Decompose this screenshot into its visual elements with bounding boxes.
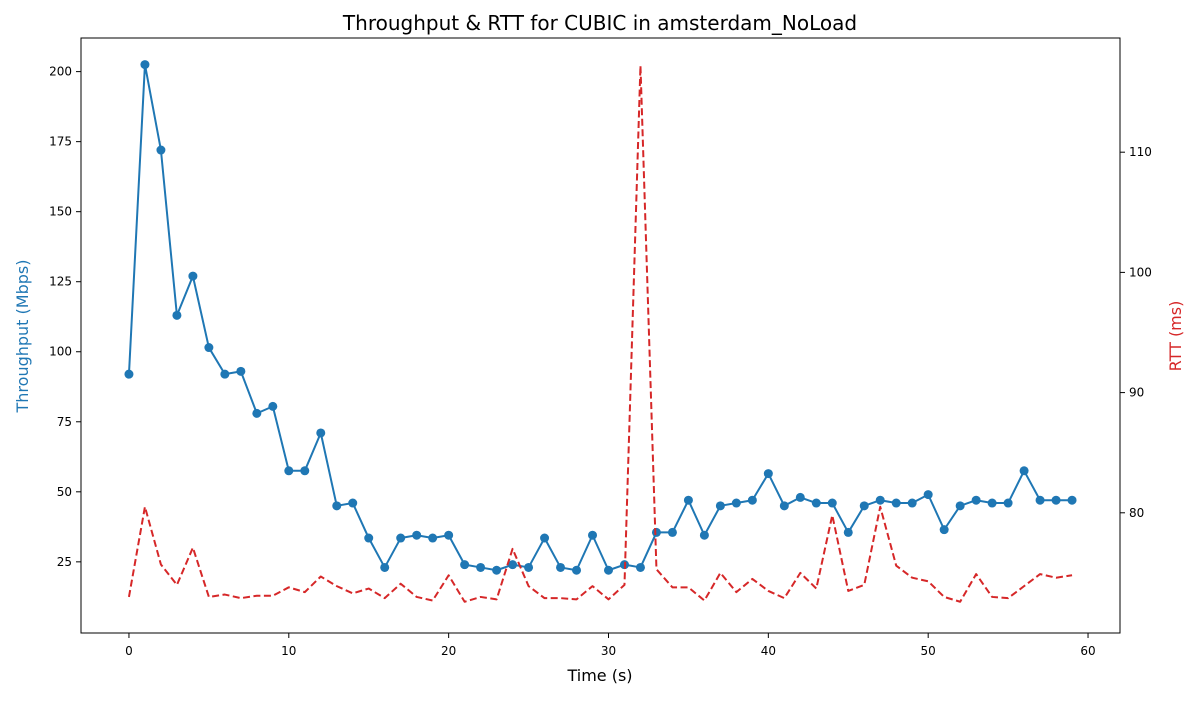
throughput-data-point	[715, 501, 725, 511]
throughput-data-point	[556, 562, 566, 572]
throughput-data-point	[188, 271, 198, 281]
throughput-data-point	[667, 527, 677, 537]
throughput-data-point	[572, 565, 582, 575]
throughput-data-point	[300, 466, 310, 476]
throughput-data-point	[971, 495, 981, 505]
throughput-data-point	[939, 525, 949, 535]
rtt-series-line	[127, 64, 1073, 603]
y-left-tick-label: 125	[49, 275, 72, 289]
throughput-data-point	[955, 501, 965, 511]
throughput-data-point	[380, 562, 390, 572]
x-tick-label: 20	[441, 644, 456, 658]
x-tick-label: 0	[125, 644, 133, 658]
throughput-data-point	[731, 498, 741, 508]
plot-area	[124, 60, 1077, 603]
y-left-tick-label: 50	[57, 485, 72, 499]
x-axis-ticks: 0 10 20 30 40 50 60	[125, 633, 1096, 658]
throughput-data-point	[252, 408, 262, 418]
throughput-data-point	[412, 530, 422, 540]
throughput-data-point	[268, 401, 278, 411]
y-right-axis-label: RTT (ms)	[1166, 301, 1185, 372]
y-left-tick-label: 175	[49, 135, 72, 149]
y-left-tick-label: 75	[57, 415, 72, 429]
y-left-tick-label: 25	[57, 555, 72, 569]
throughput-data-point	[1051, 495, 1061, 505]
throughput-data-point	[124, 369, 134, 379]
y-right-tick-label: 110	[1129, 145, 1152, 159]
throughput-data-point	[699, 530, 709, 540]
x-tick-label: 30	[601, 644, 616, 658]
throughput-data-point	[476, 562, 486, 572]
throughput-data-point	[172, 310, 182, 320]
throughput-data-point	[987, 498, 997, 508]
throughput-data-point	[603, 565, 613, 575]
y-right-axis-ticks: 80 90 100 110	[1120, 145, 1152, 520]
x-tick-label: 40	[761, 644, 776, 658]
throughput-data-point	[683, 495, 693, 505]
throughput-data-point	[204, 343, 214, 353]
throughput-data-point	[332, 501, 342, 511]
throughput-data-point	[811, 498, 821, 508]
throughput-data-point	[588, 530, 598, 540]
throughput-data-point	[747, 495, 757, 505]
throughput-data-point	[284, 466, 294, 476]
x-tick-label: 50	[921, 644, 936, 658]
axes	[80, 37, 1121, 634]
throughput-data-point	[140, 60, 150, 70]
throughput-data-point	[492, 565, 502, 575]
y-right-tick-label: 100	[1129, 265, 1152, 279]
throughput-data-point	[795, 492, 805, 502]
throughput-data-point	[859, 501, 869, 511]
y-right-tick-label: 90	[1129, 386, 1144, 400]
throughput-data-point	[316, 428, 326, 438]
throughput-data-point	[827, 498, 837, 508]
throughput-data-point	[779, 501, 789, 511]
y-right-tick-label: 80	[1129, 506, 1144, 520]
throughput-data-point	[444, 530, 454, 540]
throughput-data-point	[763, 469, 773, 479]
throughput-data-point	[156, 145, 166, 155]
y-left-axis-label: Throughput (Mbps)	[13, 260, 32, 414]
throughput-data-point	[524, 562, 534, 572]
throughput-data-point	[508, 560, 518, 570]
throughput-data-point	[1035, 495, 1045, 505]
throughput-data-point	[220, 369, 230, 379]
throughput-data-point	[635, 562, 645, 572]
throughput-data-point	[460, 560, 470, 570]
throughput-data-point	[923, 490, 933, 500]
throughput-data-point	[907, 498, 917, 508]
throughput-data-point	[875, 495, 885, 505]
throughput-data-point	[1019, 466, 1029, 476]
throughput-data-point	[428, 533, 438, 543]
plot-frame	[80, 37, 1121, 634]
throughput-data-point	[348, 498, 358, 508]
throughput-data-point	[843, 527, 853, 537]
y-left-tick-label: 100	[49, 345, 72, 359]
throughput-data-point	[396, 533, 406, 543]
y-left-tick-label: 200	[49, 65, 72, 79]
y-left-tick-label: 150	[49, 205, 72, 219]
throughput-data-point	[364, 533, 374, 543]
x-axis-label: Time (s)	[566, 666, 632, 685]
y-left-axis-ticks: 25 50 75 100 125 150 175 200	[49, 65, 81, 569]
x-tick-label: 10	[281, 644, 296, 658]
throughput-data-point	[1067, 495, 1077, 505]
throughput-data-point	[891, 498, 901, 508]
throughput-data-point	[651, 527, 661, 537]
throughput-data-point	[1003, 498, 1013, 508]
throughput-data-point	[236, 366, 246, 376]
throughput-data-point	[540, 533, 550, 543]
x-tick-label: 60	[1080, 644, 1095, 658]
chart-title: Throughput & RTT for CUBIC in amsterdam_…	[342, 11, 857, 35]
